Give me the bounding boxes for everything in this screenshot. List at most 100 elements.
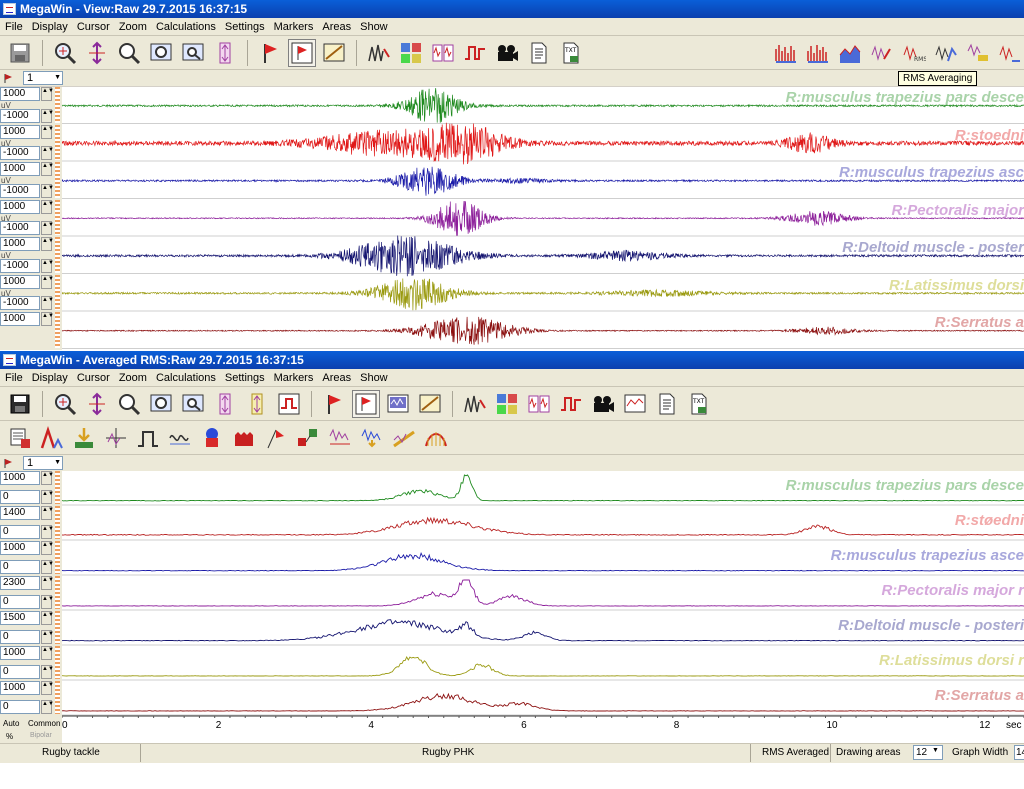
magnifier-button[interactable] bbox=[115, 39, 143, 67]
menu-show[interactable]: Show bbox=[360, 20, 388, 33]
scale-min-spinner[interactable]: ▲▼ bbox=[41, 525, 54, 539]
analysis-button-6[interactable] bbox=[932, 39, 960, 67]
tool-button-7[interactable] bbox=[198, 424, 226, 452]
zoom-window-button[interactable] bbox=[147, 390, 175, 418]
scale-min-input[interactable]: -1000 bbox=[0, 296, 40, 310]
scale-min-input[interactable]: -1000 bbox=[0, 258, 40, 273]
scale-max-spinner[interactable]: ▲▼ bbox=[41, 576, 54, 590]
scale-min-spinner[interactable]: ▲▼ bbox=[41, 108, 54, 123]
scale-max-spinner[interactable]: ▲▼ bbox=[41, 124, 54, 139]
tool-button-11[interactable] bbox=[326, 424, 354, 452]
tool-button-8[interactable] bbox=[230, 424, 258, 452]
pulse-button[interactable] bbox=[557, 390, 585, 418]
menu-display[interactable]: Display bbox=[31, 20, 68, 33]
title-bar[interactable]: MegaWin - Averaged RMS:Raw 29.7.2015 16:… bbox=[0, 351, 1024, 369]
scale-min-spinner[interactable]: ▲▼ bbox=[41, 258, 54, 273]
tool-button-9[interactable] bbox=[262, 424, 290, 452]
scale-min-input[interactable]: 0 bbox=[0, 490, 40, 504]
graph-width-input[interactable]: 14 bbox=[1014, 745, 1024, 760]
scale-max-input[interactable]: 1000 bbox=[0, 124, 40, 139]
tool-button-5[interactable] bbox=[134, 424, 162, 452]
scale-min-spinner[interactable]: ▲▼ bbox=[41, 296, 54, 310]
zoom-fit-button[interactable] bbox=[51, 390, 79, 418]
analysis-button-3[interactable] bbox=[836, 39, 864, 67]
scale-min-spinner[interactable]: ▲▼ bbox=[41, 560, 54, 574]
video-button[interactable] bbox=[493, 39, 521, 67]
tool-button-4[interactable] bbox=[102, 424, 130, 452]
scale-max-input[interactable]: 1000 bbox=[0, 312, 40, 326]
scale-max-input[interactable]: 2300 bbox=[0, 576, 40, 590]
grid-button[interactable] bbox=[493, 390, 521, 418]
menu-zoom[interactable]: Zoom bbox=[118, 371, 147, 384]
menu-areas[interactable]: Areas bbox=[322, 371, 352, 384]
scope-button[interactable] bbox=[384, 390, 412, 418]
marker-selector[interactable]: 1 bbox=[23, 71, 63, 85]
menu-zoom[interactable]: Zoom bbox=[118, 20, 147, 33]
scale-max-input[interactable]: 1000 bbox=[0, 646, 40, 660]
scale-max-input[interactable]: 1000 bbox=[0, 541, 40, 555]
marker-selector[interactable]: 1 bbox=[23, 456, 63, 470]
menu-cursor[interactable]: Cursor bbox=[76, 371, 110, 384]
auto-label[interactable]: Auto bbox=[3, 719, 20, 728]
scale-max-spinner[interactable]: ▲▼ bbox=[41, 199, 54, 214]
scale-min-input[interactable]: 0 bbox=[0, 700, 40, 714]
marker-window-button[interactable] bbox=[288, 38, 316, 67]
scale-min-spinner[interactable]: ▲▼ bbox=[41, 146, 54, 160]
grid-button[interactable] bbox=[397, 39, 425, 67]
scale-max-spinner[interactable]: ▲▼ bbox=[41, 237, 54, 251]
menu-areas[interactable]: Areas bbox=[322, 20, 352, 33]
scale-max-input[interactable]: 1000 bbox=[0, 199, 40, 214]
scale-max-spinner[interactable]: ▲▼ bbox=[41, 162, 54, 176]
analysis-button-4[interactable] bbox=[868, 39, 896, 67]
amplitude-scale-button[interactable] bbox=[211, 390, 239, 418]
scale-min-input[interactable]: 0 bbox=[0, 665, 40, 679]
scale-max-input[interactable]: 1000 bbox=[0, 471, 40, 485]
tool-button-10[interactable] bbox=[294, 424, 322, 452]
zoom-region-button[interactable] bbox=[179, 390, 207, 418]
common-label[interactable]: Common bbox=[28, 719, 61, 728]
menu-settings[interactable]: Settings bbox=[224, 20, 265, 33]
scale-min-input[interactable]: 0 bbox=[0, 595, 40, 609]
scale-min-spinner[interactable]: ▲▼ bbox=[41, 490, 54, 504]
analysis-button-1[interactable] bbox=[772, 39, 800, 67]
scale-min-input[interactable]: 0 bbox=[0, 560, 40, 574]
scale-min-spinner[interactable]: ▲▼ bbox=[41, 665, 54, 679]
menu-markers[interactable]: Markers bbox=[273, 371, 314, 384]
percent-label[interactable]: % bbox=[6, 732, 14, 741]
zoom-window-button[interactable] bbox=[147, 39, 175, 67]
marker-flag-button[interactable] bbox=[320, 390, 348, 418]
tool-button-13[interactable] bbox=[390, 424, 418, 452]
area-tool-button[interactable] bbox=[416, 390, 444, 418]
signal-button[interactable] bbox=[461, 390, 489, 418]
video-button[interactable] bbox=[589, 390, 617, 418]
scale-max-input[interactable]: 1000 bbox=[0, 162, 40, 176]
scale-max-spinner[interactable]: ▲▼ bbox=[41, 646, 54, 660]
drawing-areas-select[interactable]: 12 bbox=[913, 745, 943, 760]
zoom-region-button[interactable] bbox=[179, 39, 207, 67]
scale-min-spinner[interactable]: ▲▼ bbox=[41, 630, 54, 644]
compare-button[interactable] bbox=[429, 39, 457, 67]
menu-calculations[interactable]: Calculations bbox=[155, 371, 216, 384]
scale-min-input[interactable]: -1000 bbox=[0, 146, 40, 160]
tool-button-12[interactable] bbox=[358, 424, 386, 452]
menu-display[interactable]: Display bbox=[31, 371, 68, 384]
pulse-button[interactable] bbox=[461, 39, 489, 67]
save-button[interactable] bbox=[6, 39, 34, 67]
marker-window-button[interactable] bbox=[352, 389, 380, 418]
scale-min-spinner[interactable]: ▲▼ bbox=[41, 183, 54, 198]
marker-flag-button[interactable] bbox=[256, 39, 284, 67]
tool-button-14[interactable] bbox=[422, 424, 450, 452]
step-button[interactable] bbox=[275, 390, 303, 418]
signal-button[interactable] bbox=[365, 39, 393, 67]
menu-show[interactable]: Show bbox=[360, 371, 388, 384]
report-button[interactable] bbox=[525, 39, 553, 67]
magnifier-button[interactable] bbox=[115, 390, 143, 418]
scale-min-input[interactable]: 0 bbox=[0, 525, 40, 539]
scale-min-input[interactable]: -1000 bbox=[0, 183, 40, 198]
scale-max-spinner[interactable]: ▲▼ bbox=[41, 681, 54, 695]
export-txt-button[interactable]: TXT bbox=[557, 39, 585, 67]
zoom-fit-button[interactable] bbox=[51, 39, 79, 67]
compare-button[interactable] bbox=[525, 390, 553, 418]
scale-max-input[interactable]: 1400 bbox=[0, 506, 40, 520]
rms-averaging-button[interactable]: RMS bbox=[900, 39, 928, 67]
